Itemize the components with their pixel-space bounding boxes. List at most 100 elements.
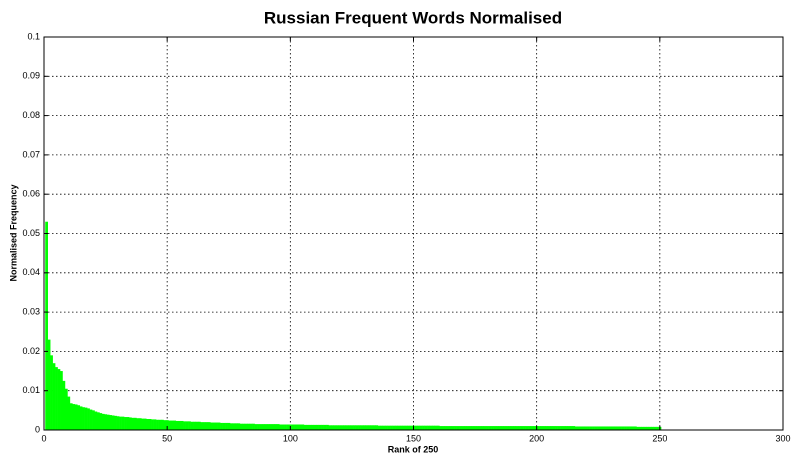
bar: [564, 426, 568, 430]
bar: [55, 367, 58, 430]
y-tick-label: 0.1: [27, 31, 40, 41]
bar: [483, 426, 487, 430]
bar: [555, 426, 558, 430]
bar: [62, 380, 66, 430]
bar: [64, 388, 68, 430]
y-tick-label: 0.07: [22, 149, 40, 159]
bar: [582, 426, 586, 430]
bar: [47, 339, 51, 430]
bar: [456, 426, 460, 430]
bar: [446, 426, 450, 430]
bar: [124, 417, 127, 430]
y-tick-label: 0.01: [22, 385, 40, 395]
bar: [121, 416, 125, 430]
bar: [478, 426, 482, 430]
bar: [468, 426, 472, 430]
bar: [609, 426, 613, 430]
bar: [601, 426, 605, 430]
bar: [197, 421, 201, 430]
bar: [165, 420, 169, 430]
bar: [547, 426, 551, 430]
bar: [370, 425, 374, 430]
bar: [252, 423, 255, 430]
bar: [96, 412, 100, 430]
bar: [163, 420, 167, 430]
bar: [264, 424, 268, 430]
bar: [345, 425, 349, 430]
bar: [372, 425, 376, 430]
bar: [629, 426, 632, 430]
bar: [579, 426, 583, 430]
bar: [306, 424, 310, 430]
bar: [587, 426, 590, 430]
bar: [414, 425, 418, 430]
bar: [350, 425, 354, 430]
bar: [476, 426, 480, 430]
bar: [168, 420, 172, 430]
y-tick-label: 0.09: [22, 71, 40, 81]
bar: [358, 425, 361, 430]
bar: [222, 422, 226, 430]
bar: [427, 425, 430, 430]
bar: [281, 424, 285, 430]
bar: [466, 426, 470, 430]
bar: [284, 424, 287, 430]
y-tick-label: 0: [35, 424, 40, 434]
bar: [170, 420, 174, 430]
bar: [99, 413, 103, 430]
bar: [217, 422, 221, 430]
bar: [148, 418, 152, 430]
bar: [488, 426, 492, 430]
bar: [326, 424, 329, 430]
bar: [496, 426, 499, 430]
bar: [87, 408, 90, 430]
bar: [338, 425, 342, 430]
bar: [651, 426, 654, 430]
bar: [330, 425, 334, 430]
bar: [498, 426, 502, 430]
y-tick-label: 0.06: [22, 189, 40, 199]
bar: [247, 423, 250, 430]
bar: [599, 426, 603, 430]
x-tick-label: 250: [652, 433, 667, 443]
bar: [552, 426, 556, 430]
bar: [606, 426, 610, 430]
y-tick-label: 0.08: [22, 110, 40, 120]
bar: [67, 396, 71, 430]
bar: [387, 425, 391, 430]
bar: [131, 417, 135, 430]
bar: [116, 416, 120, 430]
bar: [614, 426, 618, 430]
bar: [491, 426, 494, 430]
bar: [417, 425, 420, 430]
bar: [594, 426, 598, 430]
bar: [380, 425, 384, 430]
bar: [530, 426, 534, 430]
bar: [648, 426, 652, 430]
bar: [461, 426, 465, 430]
bar: [463, 426, 467, 430]
bar: [114, 415, 117, 430]
bar: [128, 417, 132, 430]
bar: [481, 426, 485, 430]
bar: [577, 426, 581, 430]
bar: [202, 422, 206, 430]
bar: [242, 423, 246, 430]
bar: [505, 426, 509, 430]
bar: [311, 424, 315, 430]
bar: [572, 426, 576, 430]
bar: [641, 426, 645, 430]
bar: [188, 421, 191, 430]
bar: [540, 426, 544, 430]
bar: [441, 426, 445, 430]
bar: [532, 426, 536, 430]
bar: [298, 424, 302, 430]
bar: [72, 404, 76, 430]
bar: [136, 418, 140, 430]
bar: [621, 426, 625, 430]
bar: [365, 425, 369, 430]
bar: [313, 424, 317, 430]
bar: [89, 409, 93, 430]
bar: [424, 425, 428, 430]
